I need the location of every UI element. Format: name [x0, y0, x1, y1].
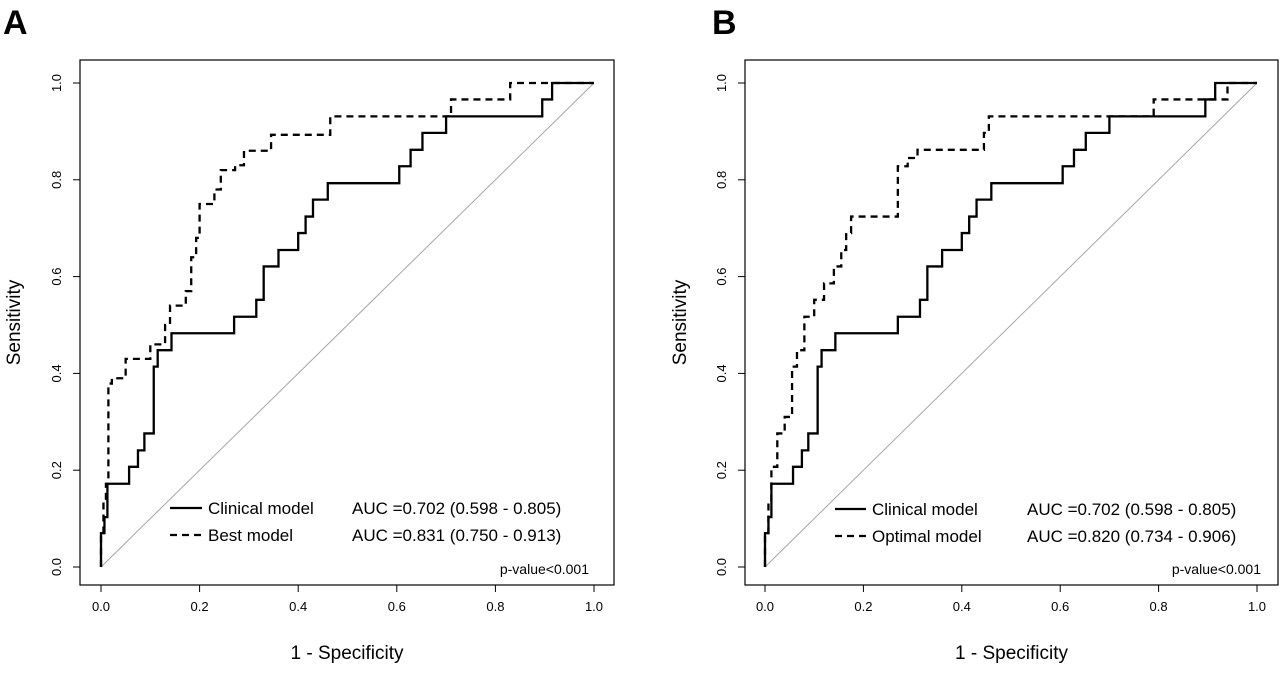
y-tick-label: 1.0 — [49, 74, 64, 92]
y-tick-label: 0.6 — [49, 268, 64, 286]
x-tick-label: 0.2 — [191, 599, 209, 614]
chart-panel-b: B 0.0 0.2 0.4 0.6 0.8 1.0 0.0 0.2 0.4 0.6 0.8 1.0 1 -… — [670, 4, 1279, 664]
panel-label: B — [712, 4, 737, 42]
y-tick-label: 1.0 — [714, 74, 729, 92]
x-tick-label: 1.0 — [585, 599, 603, 614]
x-tick-label: 1.0 — [1248, 599, 1266, 614]
y-tick-label: 0.8 — [714, 171, 729, 189]
series-line-clinical-model — [763, 81, 1257, 567]
legend-label: Clinical model — [872, 500, 978, 519]
y-axis-title: Sensitivity — [670, 279, 691, 365]
legend-label: Best model — [208, 526, 293, 545]
x-axis-title: 1 - Specificity — [291, 643, 404, 664]
y-tick-label: 0.2 — [714, 461, 729, 479]
legend-auc: AUC =0.702 (0.598 - 0.805) — [352, 499, 561, 518]
x-tick-label: 0.8 — [1150, 599, 1168, 614]
x-tick-label: 0.8 — [486, 599, 504, 614]
x-tick-label: 0.0 — [756, 599, 774, 614]
series-line-optimal-model — [763, 81, 1257, 567]
y-tick-label: 0.0 — [49, 558, 64, 576]
y-tick-label: 0.2 — [49, 461, 64, 479]
series-line-clinical-model — [99, 81, 594, 567]
reference-diagonal — [764, 82, 1258, 568]
legend-auc: AUC =0.831 (0.750 - 0.913) — [352, 526, 561, 545]
reference-diagonal — [100, 82, 595, 568]
y-tick-label: 0.4 — [714, 364, 729, 382]
legend-label: Optimal model — [872, 527, 982, 546]
x-tick-label: 0.2 — [854, 599, 872, 614]
panel-label: A — [3, 4, 28, 42]
y-tick-label: 0.8 — [49, 171, 64, 189]
x-tick-label: 0.6 — [388, 599, 406, 614]
p-value-annotation: p-value<0.001 — [1172, 561, 1261, 577]
x-tick-label: 0.4 — [953, 599, 971, 614]
chart-panel-a: A 0.0 0.2 0.4 0.6 0.8 1.0 0.0 0.2 0.4 0.6 0.8 1.0 1 -… — [3, 4, 615, 664]
legend-label: Clinical model — [208, 499, 314, 518]
series-line-best-model — [99, 81, 594, 567]
x-tick-label: 0.0 — [92, 599, 110, 614]
x-axis-title: 1 - Specificity — [955, 643, 1068, 664]
y-tick-label: 0.6 — [714, 268, 729, 286]
y-tick-label: 0.4 — [49, 364, 64, 382]
x-tick-label: 0.4 — [289, 599, 307, 614]
y-tick-label: 0.0 — [714, 558, 729, 576]
legend-auc: AUC =0.820 (0.734 - 0.906) — [1027, 527, 1236, 546]
legend-auc: AUC =0.702 (0.598 - 0.805) — [1027, 500, 1236, 519]
x-tick-label: 0.6 — [1051, 599, 1069, 614]
y-axis-title: Sensitivity — [4, 279, 25, 365]
p-value-annotation: p-value<0.001 — [500, 561, 589, 577]
